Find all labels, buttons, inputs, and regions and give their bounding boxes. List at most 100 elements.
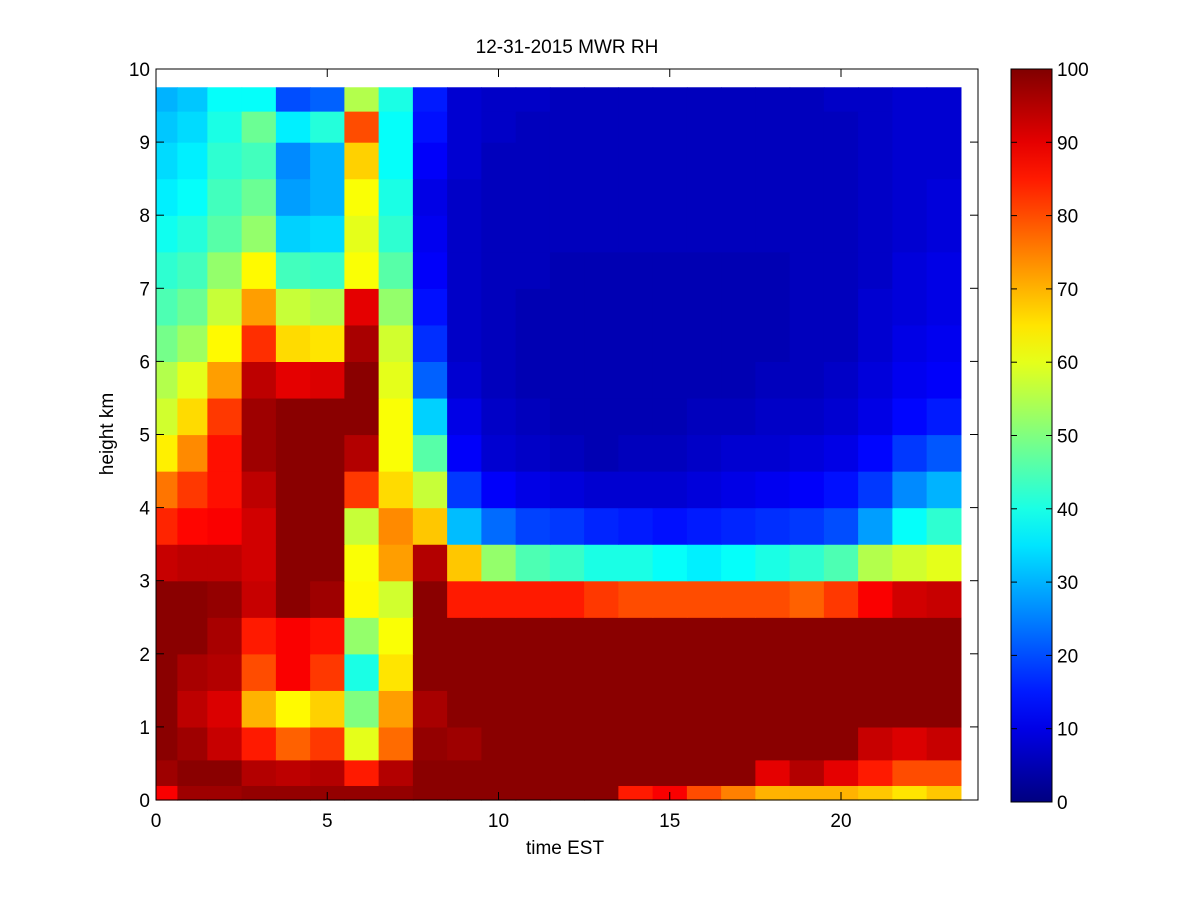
heatmap-cell (177, 580, 208, 618)
heatmap-cell (823, 544, 859, 582)
heatmap-cell (207, 361, 243, 399)
heatmap-cell (275, 759, 311, 786)
heatmap-cell (177, 507, 208, 545)
heatmap-cell (447, 142, 482, 180)
heatmap-cell (584, 288, 619, 326)
heatmap-cell (858, 111, 893, 143)
heatmap-cell (310, 507, 345, 545)
heatmap-cell (858, 726, 893, 761)
heatmap-cell (207, 617, 243, 655)
heatmap-cell (207, 726, 243, 761)
heatmap-cell (310, 397, 345, 436)
heatmap-cell (652, 617, 688, 655)
heatmap-cell (310, 87, 345, 112)
heatmap-cell (823, 142, 859, 180)
heatmap-cell (412, 759, 448, 786)
heatmap-cell (378, 324, 414, 362)
heatmap-cell (789, 653, 825, 691)
heatmap-cell (412, 251, 448, 289)
colorbar-tick-label: 70 (1057, 280, 1078, 301)
heatmap-cell (378, 111, 414, 143)
heatmap-cell (241, 544, 277, 582)
heatmap-cell (207, 87, 243, 112)
heatmap-cell (156, 653, 179, 691)
heatmap-cell (549, 397, 585, 436)
heatmap-cell (549, 434, 585, 472)
heatmap-cell (652, 580, 688, 618)
heatmap-cell (892, 544, 928, 582)
heatmap-cell (177, 544, 208, 582)
heatmap-cell (207, 471, 243, 509)
heatmap-cell (892, 178, 928, 216)
heatmap-cell (412, 178, 448, 216)
heatmap-cell (515, 726, 551, 761)
heatmap-cell (789, 617, 825, 655)
heatmap-cell (858, 690, 893, 728)
heatmap-cell (344, 397, 380, 436)
heatmap-cell (344, 617, 380, 655)
heatmap-cell (823, 288, 859, 326)
heatmap-cell (344, 361, 380, 399)
heatmap-cell (241, 617, 277, 655)
heatmap-cell (447, 361, 482, 399)
heatmap-cell (549, 759, 585, 786)
heatmap-cell (892, 251, 928, 289)
heatmap-cell (447, 111, 482, 143)
heatmap-cell (275, 617, 311, 655)
heatmap-cell (686, 544, 722, 582)
heatmap-cell (892, 215, 928, 253)
heatmap-cell (926, 87, 962, 112)
heatmap-cell (618, 580, 654, 618)
heatmap-cell (686, 288, 722, 326)
heatmap-cell (926, 759, 962, 786)
heatmap-cell (755, 759, 791, 786)
heatmap-cell (515, 507, 551, 545)
heatmap-cell (652, 251, 688, 289)
heatmap-cell (549, 690, 585, 728)
y-tick-label: 4 (139, 499, 150, 520)
heatmap-cell (926, 111, 962, 143)
heatmap-cell (177, 288, 208, 326)
heatmap-cell (721, 87, 756, 112)
heatmap-cell (618, 251, 654, 289)
heatmap-cell (207, 397, 243, 436)
heatmap-cell (447, 653, 482, 691)
heatmap-cell (481, 87, 517, 112)
heatmap-cell (652, 361, 688, 399)
heatmap-cell (721, 690, 756, 728)
heatmap-cell (789, 215, 825, 253)
heatmap-cell (515, 785, 551, 801)
heatmap-cell (156, 361, 179, 399)
heatmap-cell (686, 690, 722, 728)
heatmap-cell (858, 251, 893, 289)
heatmap-cell (412, 111, 448, 143)
heatmap-cell (310, 142, 345, 180)
heatmap-cell (721, 544, 756, 582)
heatmap-cell (378, 544, 414, 582)
colorbar-tick-label: 0 (1057, 793, 1068, 814)
y-tick-label: 10 (129, 60, 150, 81)
heatmap-cell (755, 397, 791, 436)
heatmap-cell (241, 111, 277, 143)
heatmap-cell (344, 544, 380, 582)
heatmap-cell (618, 507, 654, 545)
x-tick-label: 5 (322, 811, 333, 832)
heatmap-cell (858, 785, 893, 801)
heatmap-cell (515, 142, 551, 180)
heatmap-cell (755, 471, 791, 509)
heatmap-cell (515, 251, 551, 289)
heatmap-cell (156, 324, 179, 362)
heatmap-cell (823, 617, 859, 655)
heatmap-cell (686, 785, 722, 801)
heatmap-cell (755, 361, 791, 399)
heatmap-cell (481, 397, 517, 436)
heatmap-cell (447, 87, 482, 112)
heatmap-cell (177, 215, 208, 253)
heatmap-cell (207, 178, 243, 216)
heatmap-cell (858, 617, 893, 655)
heatmap-cell (241, 507, 277, 545)
heatmap-cell (652, 111, 688, 143)
heatmap-cell (721, 361, 756, 399)
heatmap-cell (926, 653, 962, 691)
heatmap-cell (378, 471, 414, 509)
